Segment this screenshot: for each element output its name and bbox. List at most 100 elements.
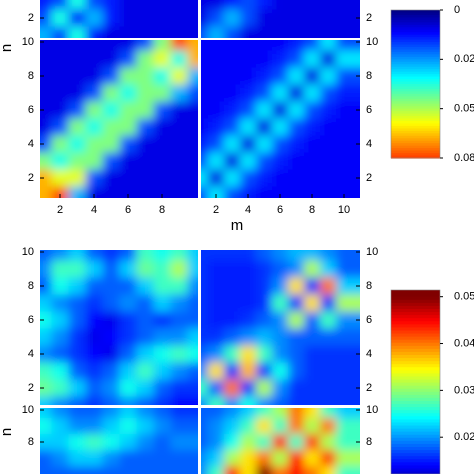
colorbar-step [391, 293, 440, 297]
colorbar-step [391, 397, 440, 401]
heatmap-cell [272, 277, 289, 295]
heatmap-cell [187, 0, 198, 10]
heatmap-cell [40, 250, 52, 261]
heatmap-cell [85, 135, 103, 153]
y-tick-label: 4 [366, 348, 372, 360]
heatmap-cell [208, 169, 225, 187]
colorbar-step [391, 135, 440, 139]
heatmap-cell [256, 345, 273, 363]
heatmap-cell [187, 466, 198, 474]
heatmap-cell [201, 328, 209, 346]
heatmap-cell [40, 118, 52, 136]
heatmap-cell [102, 311, 120, 329]
heatmap-cell [68, 9, 86, 27]
heatmap-cell [51, 135, 69, 153]
y-tick-label: 10 [366, 36, 378, 48]
heatmap-cell [240, 328, 257, 346]
colorbar-step [391, 360, 440, 365]
colorbar-step [391, 363, 440, 368]
heatmap-cell [256, 277, 273, 295]
colorbar-step [391, 150, 440, 154]
heatmap-cell [119, 450, 137, 467]
colorbar-step [391, 153, 440, 157]
heatmap-cell [102, 450, 120, 467]
heatmap-cells [40, 408, 198, 474]
heatmap-cell [119, 152, 137, 170]
heatmap-cell [136, 294, 154, 312]
colorbar-step [391, 440, 440, 444]
heatmap-cell [51, 67, 69, 85]
colorbar-tick-label: 0.05600 [454, 291, 474, 303]
heatmap-cell [51, 40, 69, 51]
heatmap-cell [119, 50, 137, 68]
colorbar-step [391, 22, 440, 26]
y-tick-label: 8 [28, 280, 34, 292]
heatmap-cell [153, 40, 171, 51]
heatmap-cell [288, 84, 305, 102]
heatmap-cell [240, 186, 257, 198]
heatmap-cell [51, 118, 69, 136]
heatmap-cell [224, 101, 241, 119]
colorbar-step [391, 470, 440, 474]
colorbar-step [391, 366, 440, 371]
heatmap-cell [187, 294, 198, 312]
heatmap-cell [288, 152, 305, 170]
colorbar-step [391, 464, 440, 469]
heatmap-cell [304, 345, 321, 363]
heatmap-cell [51, 84, 69, 102]
heatmap-cell [68, 408, 86, 419]
heatmap-cell [153, 345, 171, 363]
heatmap-cell [153, 362, 171, 380]
colorbar-step [391, 118, 440, 122]
colorbar-step [391, 415, 440, 420]
heatmap-cell [136, 450, 154, 467]
colorbar-step [391, 64, 440, 68]
heatmap-cell [272, 186, 289, 198]
heatmap-cell [272, 418, 289, 435]
y-tick-label: 2 [28, 12, 34, 24]
heatmap-cell [320, 450, 337, 467]
heatmap-cell [40, 50, 52, 68]
heatmap-cell [201, 152, 209, 170]
heatmap-cell [153, 408, 171, 419]
y-tick-label: 2 [28, 382, 34, 394]
colorbar-step [391, 96, 440, 100]
heatmap-cell [304, 84, 321, 102]
heatmap-cell [85, 26, 103, 38]
heatmap-cell [304, 311, 321, 329]
heatmap-cell [201, 260, 209, 278]
colorbar-step [391, 385, 440, 389]
colorbar-step [391, 130, 440, 134]
colorbar-step [391, 39, 440, 43]
colorbar-step [391, 428, 440, 432]
heatmap-cell [304, 26, 321, 38]
heatmap-cell [320, 26, 337, 38]
heatmap-cell [170, 135, 188, 153]
heatmap-cell [40, 396, 52, 405]
x-tick-label: 2 [213, 204, 219, 216]
heatmap-panel [201, 40, 360, 198]
heatmap-cells [40, 0, 198, 38]
heatmap-cell [51, 311, 69, 329]
x-tick-label: 10 [338, 204, 350, 216]
heatmap-cell [40, 311, 52, 329]
colorbar-step [391, 51, 440, 55]
heatmap-cell [102, 152, 120, 170]
heatmap-cell [68, 434, 86, 451]
heatmap-cell [153, 50, 171, 68]
colorbar-step [391, 372, 440, 377]
heatmap-cell [320, 362, 337, 380]
heatmap-cell [51, 396, 69, 405]
heatmap-cell [304, 40, 321, 51]
colorbar-step [391, 388, 440, 392]
heatmap-cell [170, 311, 188, 329]
heatmap-cell [320, 434, 337, 451]
heatmap-cell [136, 152, 154, 170]
heatmap-panel [40, 40, 198, 198]
colorbar-step [391, 329, 440, 334]
heatmap-cell [51, 345, 69, 363]
colorbar-tick-label: 0.02240 [454, 431, 474, 443]
heatmap-cell [336, 408, 360, 419]
colorbar-step [391, 103, 440, 107]
heatmap-cell [170, 0, 188, 10]
